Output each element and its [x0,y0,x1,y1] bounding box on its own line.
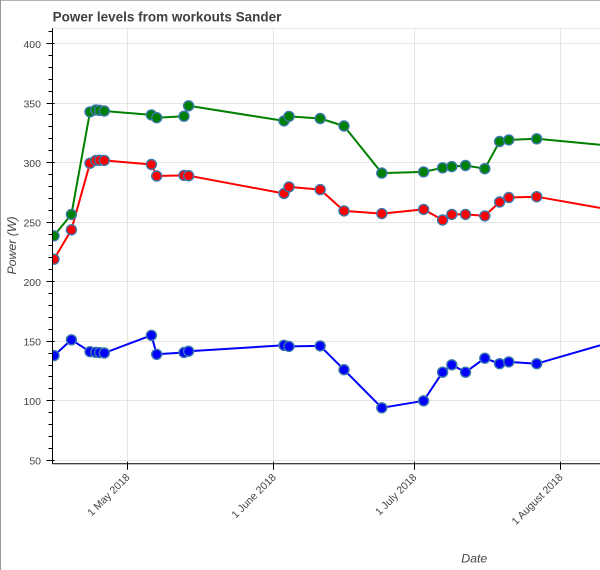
svg-text:50: 50 [29,456,41,468]
svg-text:300: 300 [23,158,41,170]
svg-text:Power levels from workouts San: Power levels from workouts Sander [53,10,283,25]
svg-text:Power (W): Power (W) [5,216,19,274]
svg-text:200: 200 [23,277,41,289]
svg-text:150: 150 [23,337,41,349]
svg-text:350: 350 [23,98,41,110]
svg-text:250: 250 [23,217,41,229]
svg-text:100: 100 [23,396,41,408]
svg-text:400: 400 [23,39,41,51]
svg-text:Date: Date [461,551,487,565]
